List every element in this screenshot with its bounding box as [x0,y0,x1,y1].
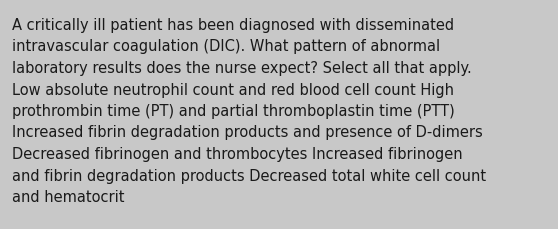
Text: prothrombin time (PT) and partial thromboplastin time (PTT): prothrombin time (PT) and partial thromb… [12,104,455,118]
Text: Decreased fibrinogen and thrombocytes Increased fibrinogen: Decreased fibrinogen and thrombocytes In… [12,146,463,161]
Text: Low absolute neutrophil count and red blood cell count High: Low absolute neutrophil count and red bl… [12,82,454,97]
Text: and fibrin degradation products Decreased total white cell count: and fibrin degradation products Decrease… [12,168,486,183]
Text: Increased fibrin degradation products and presence of D-dimers: Increased fibrin degradation products an… [12,125,483,140]
Text: A critically ill patient has been diagnosed with disseminated: A critically ill patient has been diagno… [12,18,454,33]
Text: and hematocrit: and hematocrit [12,189,124,204]
Text: laboratory results does the nurse expect? Select all that apply.: laboratory results does the nurse expect… [12,61,472,76]
Text: intravascular coagulation (DIC). What pattern of abnormal: intravascular coagulation (DIC). What pa… [12,39,440,54]
